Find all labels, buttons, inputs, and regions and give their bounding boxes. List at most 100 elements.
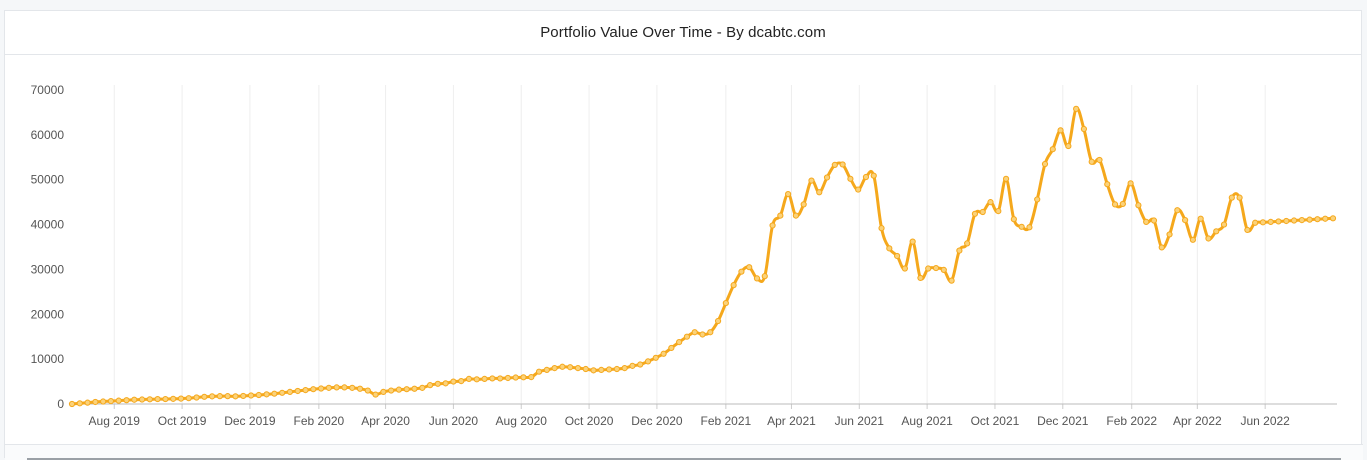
data-point xyxy=(403,386,410,393)
data-point xyxy=(372,391,379,398)
chart-area: Aug 2019 Oct 2019 Dec 2019 Feb 2020 Apr 2020… xyxy=(5,55,1363,445)
data-point xyxy=(956,247,963,254)
x-tick-label: Feb 2022 xyxy=(1106,414,1157,428)
data-point xyxy=(1135,202,1142,209)
data-point xyxy=(107,397,115,405)
data-point xyxy=(971,210,979,217)
data-point xyxy=(1267,218,1274,225)
y-tick-label: 10000 xyxy=(31,352,65,366)
data-point xyxy=(940,266,947,273)
data-point xyxy=(979,208,986,216)
line-chart: Aug 2019 Oct 2019 Dec 2019 Feb 2020 Apr 2020… xyxy=(31,83,1337,428)
data-point xyxy=(987,199,994,206)
data-point xyxy=(1073,105,1080,112)
x-tick-label: Aug 2020 xyxy=(496,414,548,428)
data-point xyxy=(458,378,465,385)
data-point xyxy=(185,395,192,402)
data-point xyxy=(1283,217,1290,225)
data-point xyxy=(68,400,76,408)
data-point xyxy=(247,392,255,399)
data-point xyxy=(582,365,589,373)
data-point xyxy=(520,374,527,381)
data-point xyxy=(271,390,278,397)
data-point xyxy=(426,382,434,389)
data-point xyxy=(886,245,893,252)
data-point xyxy=(668,344,675,352)
data-point xyxy=(746,264,753,271)
data-point xyxy=(714,317,722,325)
data-point xyxy=(995,208,1002,215)
data-point xyxy=(1205,235,1212,242)
data-point xyxy=(652,354,659,361)
data-point xyxy=(450,378,457,385)
x-tick-label: Aug 2019 xyxy=(89,414,141,428)
card-header: Portfolio Value Over Time - By dcabtc.co… xyxy=(5,11,1361,55)
y-tick-label: 20000 xyxy=(31,307,65,321)
data-point xyxy=(761,273,768,280)
data-point xyxy=(481,375,488,382)
data-point xyxy=(823,174,831,181)
data-point xyxy=(855,186,862,193)
data-point xyxy=(123,397,130,404)
chart-title: Portfolio Value Over Time - By dcabtc.co… xyxy=(540,24,826,41)
data-point xyxy=(1244,226,1251,234)
data-point xyxy=(115,397,122,404)
data-point xyxy=(598,366,605,374)
data-point xyxy=(489,375,496,382)
data-point xyxy=(535,368,543,375)
data-point xyxy=(497,375,504,382)
chart-card: Portfolio Value Over Time - By dcabtc.co… xyxy=(4,10,1363,460)
data-point xyxy=(193,394,200,401)
data-point xyxy=(1150,217,1158,224)
y-tick-label: 40000 xyxy=(31,218,65,232)
data-point xyxy=(279,389,286,396)
data-point xyxy=(816,189,823,196)
data-point xyxy=(1228,194,1235,201)
data-point xyxy=(177,395,185,402)
data-point xyxy=(1182,216,1189,224)
data-point xyxy=(551,365,558,372)
data-point xyxy=(691,329,698,336)
data-point xyxy=(232,393,239,400)
data-point xyxy=(753,275,761,282)
data-point xyxy=(644,358,652,365)
data-point xyxy=(909,238,916,245)
data-point xyxy=(1314,216,1321,223)
data-point xyxy=(870,172,877,179)
x-tick-label: Dec 2020 xyxy=(631,414,683,428)
x-tick-label: Feb 2021 xyxy=(700,414,751,428)
data-point xyxy=(1088,158,1095,165)
data-point xyxy=(1049,146,1056,153)
data-point xyxy=(170,395,177,402)
data-point xyxy=(512,374,519,381)
data-point xyxy=(131,396,138,403)
data-point xyxy=(473,376,480,383)
data-point xyxy=(84,399,91,406)
data-point xyxy=(364,387,371,394)
x-tick-label: Dec 2019 xyxy=(224,414,276,428)
series-line xyxy=(70,106,1335,406)
data-point xyxy=(434,380,441,387)
data-point xyxy=(419,384,426,391)
data-point xyxy=(621,365,628,372)
data-point xyxy=(730,282,737,289)
data-point xyxy=(831,161,838,169)
data-point xyxy=(395,386,403,393)
data-point xyxy=(1306,216,1313,223)
data-point xyxy=(769,222,776,229)
data-point xyxy=(699,331,706,338)
x-tick-label: Jun 2021 xyxy=(835,414,885,428)
data-point xyxy=(862,173,870,181)
data-point xyxy=(543,366,550,374)
x-tick-label: Oct 2019 xyxy=(158,414,207,428)
data-point xyxy=(1252,219,1259,226)
data-point xyxy=(76,400,83,407)
data-point xyxy=(574,365,582,372)
data-point xyxy=(917,274,924,282)
data-point xyxy=(100,398,107,405)
data-point xyxy=(1189,236,1196,243)
data-point xyxy=(777,212,784,219)
data-point xyxy=(240,392,247,400)
data-point xyxy=(1174,207,1181,214)
data-point xyxy=(1010,216,1017,223)
